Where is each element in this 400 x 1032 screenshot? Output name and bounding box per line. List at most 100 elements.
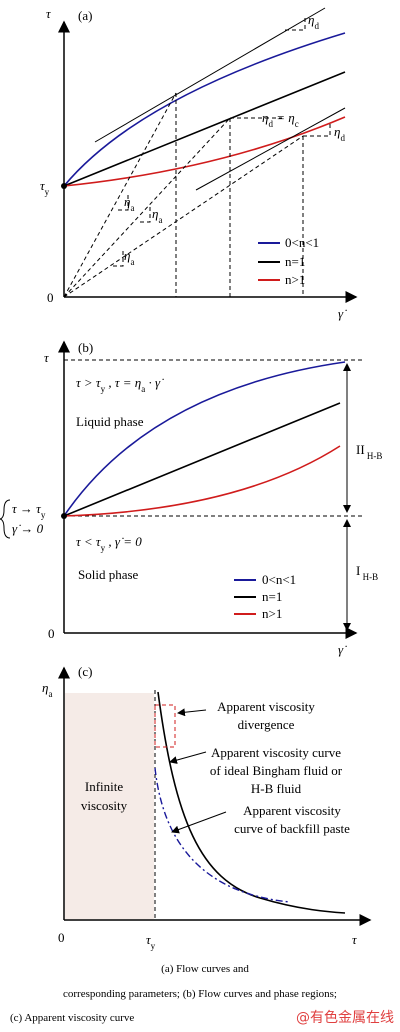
text-part: η bbox=[152, 206, 158, 221]
subscript: d bbox=[268, 119, 273, 129]
limit-label: τ → τy bbox=[12, 501, 46, 520]
subscript: a bbox=[141, 384, 145, 394]
text-part: η bbox=[124, 248, 130, 263]
text-part: , γ̇ = 0 bbox=[105, 534, 142, 549]
infinite-label: viscosity bbox=[81, 798, 128, 813]
text-part: II bbox=[356, 442, 365, 457]
x-axis-label: τ bbox=[352, 932, 358, 947]
eta-a-label: ηa bbox=[124, 248, 134, 267]
curve-paste bbox=[154, 767, 291, 903]
ideal-curve-label: of ideal Bingham fluid or bbox=[210, 763, 343, 778]
paste-curve-label: curve of backfill paste bbox=[234, 821, 350, 836]
y-axis-label: ηa bbox=[42, 680, 52, 699]
origin-label: 0 bbox=[47, 290, 54, 305]
region-label: I H-B bbox=[356, 563, 378, 582]
yield-point bbox=[61, 183, 67, 189]
region-label: II H-B bbox=[356, 442, 382, 461]
eta-a-label: ηa bbox=[152, 206, 162, 225]
ideal-curve-label: H-B fluid bbox=[251, 781, 302, 796]
slope-triangle bbox=[113, 192, 151, 267]
limit-label: γ̇ → 0 bbox=[12, 521, 44, 536]
liquid-condition: τ > τy , τ = ηa · γ̇ bbox=[76, 375, 164, 394]
callout bbox=[177, 708, 207, 717]
curve-bingham bbox=[63, 402, 341, 517]
caption: corresponding parameters; (b) Flow curve… bbox=[63, 988, 337, 1000]
text-part: η bbox=[124, 194, 130, 209]
y-axis-label: τ bbox=[44, 350, 50, 365]
paste-curve-label: Apparent viscosity bbox=[243, 803, 341, 818]
curve-shear-thinning bbox=[63, 32, 346, 187]
divergence-label: Apparent viscosity bbox=[217, 699, 315, 714]
curve-bingham bbox=[63, 71, 346, 187]
text-part: I bbox=[356, 563, 360, 578]
legend-label: 0<n<1 bbox=[285, 235, 319, 250]
subscript: H-B bbox=[360, 572, 378, 582]
panel-label: (a) bbox=[78, 8, 92, 23]
x-axis-label: γ̇ bbox=[338, 306, 347, 321]
y-axis-label: τ bbox=[46, 6, 52, 21]
solid-phase: Solid phase bbox=[78, 567, 139, 582]
subscript: a bbox=[48, 689, 52, 699]
subscript: y bbox=[45, 187, 50, 197]
solid-condition: τ < τy , γ̇ = 0 bbox=[76, 534, 142, 553]
tau-y-label: τy bbox=[146, 932, 156, 951]
origin-label: 0 bbox=[58, 930, 65, 945]
subscript: y bbox=[151, 941, 156, 951]
text-part: η bbox=[334, 124, 340, 139]
tau-y-label: τy bbox=[40, 178, 50, 197]
callout bbox=[171, 811, 227, 834]
subscript: a bbox=[130, 257, 134, 267]
subscript: a bbox=[130, 203, 134, 213]
subscript: y bbox=[101, 543, 106, 553]
divergence-label: divergence bbox=[238, 717, 295, 732]
yield-point bbox=[61, 513, 67, 519]
caption: (c) Apparent viscosity curve bbox=[10, 1012, 134, 1024]
slope-triangle bbox=[230, 18, 331, 137]
legend-label: n>1 bbox=[285, 272, 305, 287]
divergence-box bbox=[154, 704, 176, 748]
panel-label: (c) bbox=[78, 664, 92, 679]
subscript: H-B bbox=[365, 451, 383, 461]
curve-ideal bbox=[157, 691, 346, 914]
subscript: y bbox=[41, 510, 46, 520]
text-part: · γ̇ bbox=[145, 375, 164, 390]
legend-label: n=1 bbox=[262, 589, 282, 604]
subscript: d bbox=[314, 21, 319, 31]
panel-c: ηa (c) Apparent viscosity divergence App… bbox=[42, 664, 372, 951]
brace bbox=[0, 499, 11, 539]
text-part: τ > τ bbox=[76, 375, 102, 390]
text-part: η bbox=[308, 12, 314, 27]
secant bbox=[63, 92, 304, 298]
liquid-phase: Liquid phase bbox=[76, 414, 144, 429]
infinite-region bbox=[65, 693, 154, 919]
curve-shear-thinning bbox=[63, 361, 346, 517]
ideal-curve-label: Apparent viscosity curve bbox=[211, 745, 341, 760]
curve-shear-thickening bbox=[63, 445, 341, 517]
eta-d-label: ηd bbox=[334, 124, 345, 143]
infinite-label: Infinite bbox=[85, 779, 123, 794]
legend-label: n=1 bbox=[285, 254, 305, 269]
eta-a-label: ηa bbox=[124, 194, 134, 213]
text-part: τ bbox=[146, 932, 152, 947]
text-part: τ bbox=[40, 178, 46, 193]
text-part: = η bbox=[273, 110, 295, 125]
eta-d-label: ηd bbox=[308, 12, 319, 31]
legend-label: 0<n<1 bbox=[262, 572, 296, 587]
legend-label: n>1 bbox=[262, 606, 282, 621]
x-axis-label: γ̇ bbox=[338, 642, 347, 657]
tangent bbox=[195, 107, 346, 191]
callout bbox=[169, 751, 207, 764]
caption: (a) Flow curves and bbox=[161, 963, 249, 975]
subscript: a bbox=[158, 215, 162, 225]
subscript: c bbox=[295, 119, 299, 129]
panel-a: τ (a) ηd ηd = ηc ηd τy ηa ηa ηa 0 γ̇ 0<n… bbox=[40, 6, 358, 321]
subscript: y bbox=[101, 384, 106, 394]
subscript: d bbox=[340, 133, 345, 143]
origin-label: 0 bbox=[48, 626, 55, 641]
watermark: @有色金属在线 bbox=[296, 1009, 394, 1026]
curve-shear-thickening bbox=[63, 116, 346, 187]
panel-label: (b) bbox=[78, 340, 93, 355]
text-part: η bbox=[262, 110, 268, 125]
text-part: η bbox=[42, 680, 48, 695]
